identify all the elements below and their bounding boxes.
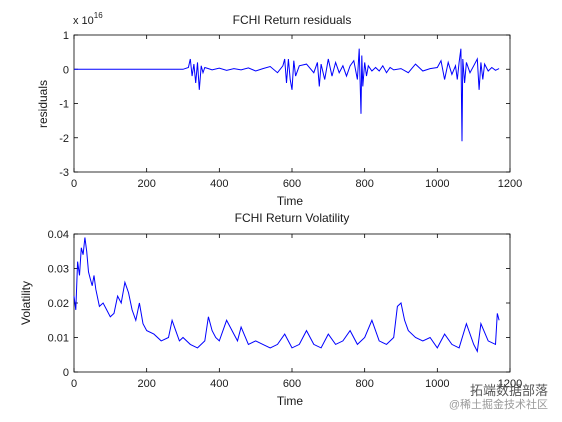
residuals-exponent: x 1016	[73, 11, 103, 27]
watermark: 拓端数据部落 @稀土掘金技术社区	[449, 384, 548, 412]
volatility-ylabel: Volatility	[19, 281, 33, 325]
residuals-ytick-label: 1	[63, 30, 69, 42]
residuals-exponent-base: x 10	[73, 15, 94, 27]
residuals-xtick-label: 0	[71, 178, 77, 190]
volatility-ytick-label: 0.01	[48, 333, 69, 345]
residuals-xtick-label: 800	[355, 178, 373, 190]
residuals-xtick-label: 600	[283, 178, 301, 190]
volatility-ytick-label: 0	[63, 367, 69, 379]
residuals-xtick-label: 1000	[425, 178, 449, 190]
residuals-ytick-label: -3	[59, 167, 69, 179]
residuals-ylabel: residuals	[36, 80, 50, 128]
residuals-ytick-label: -1	[59, 99, 69, 111]
residuals-chart: FCHI Return residuals x 1016 0 200 400 600 8…	[36, 11, 522, 208]
residuals-xtick-label: 1200	[498, 178, 522, 190]
volatility-xtick-label: 1200	[498, 378, 522, 390]
volatility-plot-area	[73, 233, 511, 373]
volatility-series-line	[73, 237, 500, 353]
residuals-title: FCHI Return residuals	[233, 13, 352, 27]
volatility-xtick-label: 400	[210, 378, 228, 390]
volatility-xtick-label: 200	[137, 378, 155, 390]
volatility-ytick-label: 0.04	[48, 229, 69, 241]
watermark-subtitle: @稀土掘金技术社区	[448, 399, 548, 411]
residuals-xlabel: Time	[277, 194, 304, 208]
volatility-title: FCHI Return Volatility	[235, 211, 350, 225]
volatility-ytick-label: 0.03	[48, 264, 69, 276]
residuals-series-line	[74, 48, 500, 142]
residuals-yticks: -3 -2 -1 0 1	[59, 30, 510, 179]
watermark-title: 拓端数据部落	[469, 383, 548, 398]
volatility-xtick-label: 1000	[425, 378, 449, 390]
volatility-xtick-label: 0	[71, 378, 77, 390]
volatility-xtick-label: 800	[355, 378, 373, 390]
volatility-yticks: 0 0.01 0.02 0.03 0.04	[48, 229, 510, 379]
residuals-xtick-label: 200	[137, 178, 155, 190]
volatility-xlabel: Time	[277, 394, 304, 408]
residuals-exponent-power: 16	[94, 11, 103, 20]
residuals-xticks: 0 200 400 600 800 1000 1200	[71, 35, 522, 190]
residuals-plot-area	[73, 34, 511, 173]
volatility-chart: FCHI Return Volatility 0 200 400 600 800 1000…	[19, 211, 522, 408]
volatility-xticks: 0 200 400 600 800 1000 1200	[71, 234, 522, 390]
volatility-xtick-label: 600	[283, 378, 301, 390]
residuals-xtick-label: 400	[210, 178, 228, 190]
residuals-ytick-label: 0	[63, 64, 69, 76]
volatility-ytick-label: 0.02	[48, 298, 69, 310]
residuals-ytick-label: -2	[59, 133, 69, 145]
